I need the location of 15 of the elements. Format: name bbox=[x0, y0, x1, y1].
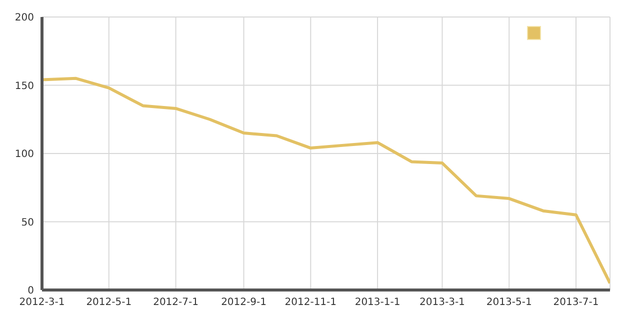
x-tick-label: 2012-5-1 bbox=[86, 297, 132, 308]
x-tick-label: 2012-11-1 bbox=[284, 297, 337, 308]
y-tick-label: 200 bbox=[14, 12, 34, 24]
line-series bbox=[42, 76, 610, 285]
x-tick-label: 2012-9-1 bbox=[221, 297, 266, 308]
y-tick-label: 100 bbox=[14, 149, 34, 160]
y-tick-label: 50 bbox=[21, 217, 34, 228]
x-tick-label: 2013-1-1 bbox=[354, 297, 400, 308]
y-tick-label: 150 bbox=[14, 80, 34, 92]
x-tick-label: 2013-7-1 bbox=[553, 297, 599, 308]
x-tick-label: 2013-5-1 bbox=[486, 297, 532, 308]
y-tick-label: 0 bbox=[28, 286, 34, 297]
x-tick-label: 2013-3-1 bbox=[420, 297, 465, 308]
x-tick-label: 2012-3-1 bbox=[19, 297, 65, 308]
x-tick-label: 2012-7-1 bbox=[153, 297, 198, 308]
